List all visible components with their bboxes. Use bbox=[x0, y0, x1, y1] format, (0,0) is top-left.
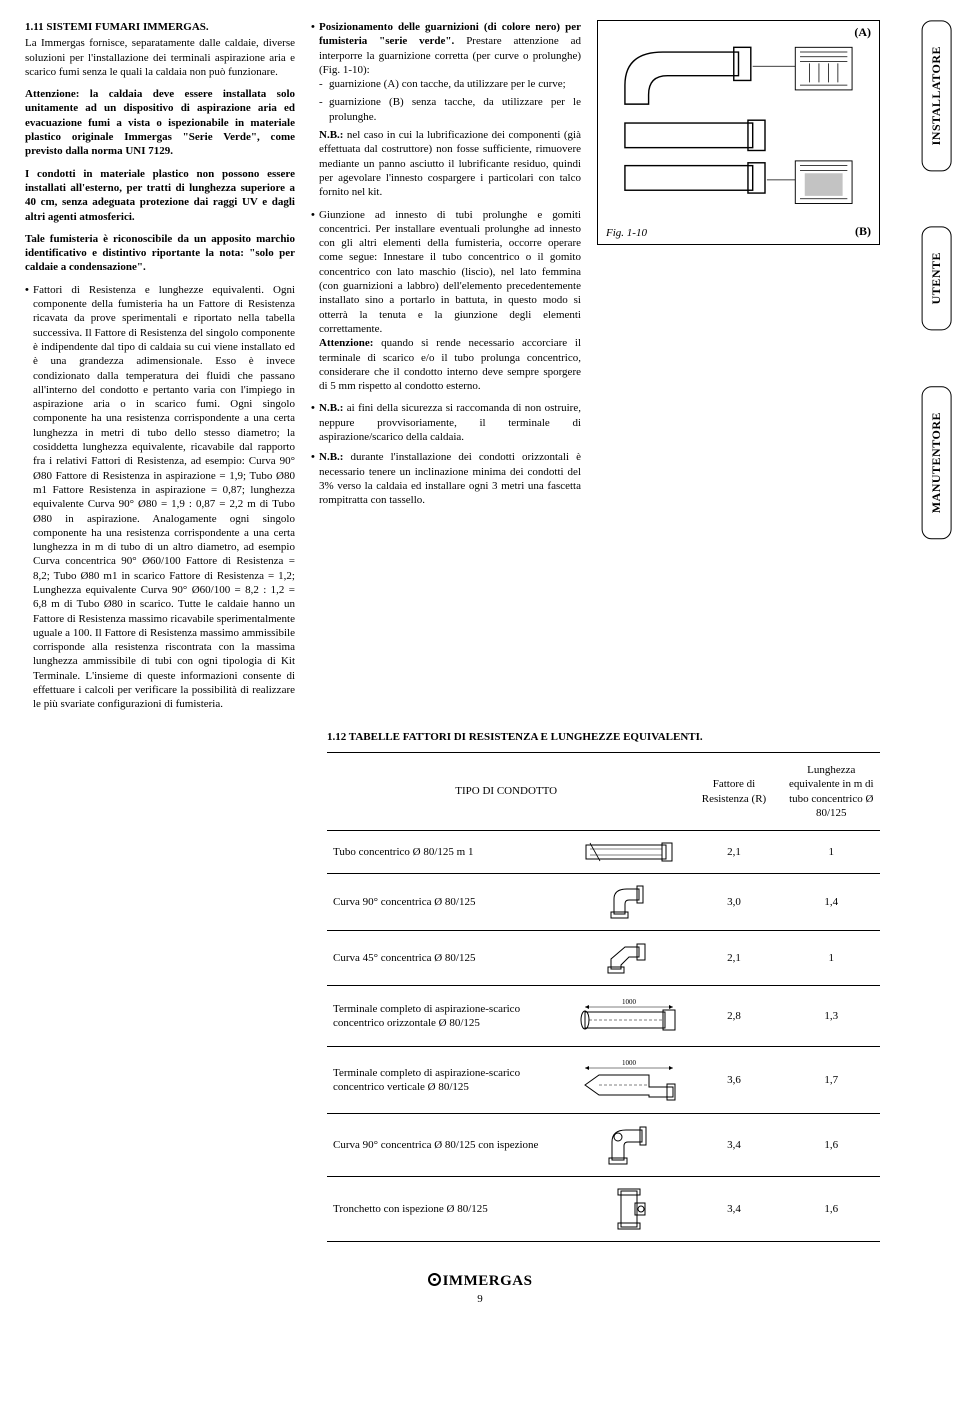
row-l: 1 bbox=[783, 931, 880, 986]
elbow-90-inspection-icon bbox=[606, 1124, 652, 1166]
bullet-fattori-body: Ogni componente della fumisteria ha un F… bbox=[33, 284, 295, 711]
row-l: 1,7 bbox=[783, 1047, 880, 1114]
table-row: Tubo concentrico Ø 80/125 m 1 2,1 1 bbox=[327, 831, 880, 874]
tab-utente: UTENTE bbox=[922, 226, 952, 330]
para-fumisteria: Tale fumisteria è riconoscibile da un ap… bbox=[25, 232, 295, 275]
row-l: 1,4 bbox=[783, 874, 880, 931]
terminal-horizontal-icon: 1000 bbox=[579, 996, 679, 1036]
th-tipo: TIPO DI CONDOTTO bbox=[327, 752, 685, 830]
side-tabs: INSTALLATORE UTENTE MANUTENTORE bbox=[922, 20, 952, 539]
heading-1-11: 1.11 SISTEMI FUMARI IMMERGAS. bbox=[25, 20, 295, 34]
para-condotti: I condotti in materiale plastico non pos… bbox=[25, 167, 295, 224]
row-name: Terminale completo di aspirazione-scaric… bbox=[327, 1047, 573, 1114]
row-name: Tubo concentrico Ø 80/125 m 1 bbox=[327, 831, 573, 874]
bullet-posizionamento: Posizionamento delle guarnizioni (di col… bbox=[311, 20, 581, 200]
att-pre: Attenzione: bbox=[319, 337, 381, 349]
sub-guarnizione-b: guarnizione (B) senza tacche, da utilizz… bbox=[319, 95, 581, 124]
section-1-12: 1.12 TABELLE FATTORI DI RESISTENZA E LUN… bbox=[327, 730, 935, 1242]
row-l: 1 bbox=[783, 831, 880, 874]
bullet-nb2: N.B.: ai fini della sicurezza si raccoma… bbox=[311, 401, 581, 444]
row-name: Curva 45° concentrica Ø 80/125 bbox=[327, 931, 573, 986]
row-name: Terminale completo di aspirazione-scaric… bbox=[327, 986, 573, 1047]
bullet-nb3: N.B.: durante l'installazione dei condot… bbox=[311, 450, 581, 507]
column-right: (A) (B) Fig. 1-10 bbox=[597, 20, 935, 720]
tab-installatore: INSTALLATORE bbox=[922, 20, 952, 171]
para-attenzione-2: Attenzione: quando si rende necessario a… bbox=[319, 336, 581, 393]
row-name: Curva 90° concentrica Ø 80/125 bbox=[327, 874, 573, 931]
para-intro: La Immergas fornisce, separatamente dall… bbox=[25, 36, 295, 79]
nb3-pre: N.B.: bbox=[319, 451, 351, 463]
table-row: Curva 45° concentrica Ø 80/125 2,1 1 bbox=[327, 931, 880, 986]
row-r: 3,4 bbox=[685, 1114, 782, 1177]
tab-manutentore: MANUTENTORE bbox=[922, 386, 952, 539]
sub-guarnizione-a: guarnizione (A) con tacche, da utilizzar… bbox=[319, 77, 581, 91]
elbow-90-icon bbox=[609, 884, 649, 920]
row-l: 1,3 bbox=[783, 986, 880, 1047]
bullet-giunzione: Giunzione ad innesto di tubi prolunghe e… bbox=[311, 208, 581, 394]
nb2-pre: N.B.: bbox=[319, 402, 347, 414]
column-mid: Posizionamento delle guarnizioni (di col… bbox=[311, 20, 581, 720]
bullet-giun-body: Per installare eventuali prolunghe ad in… bbox=[319, 223, 581, 335]
row-r: 2,1 bbox=[685, 831, 782, 874]
table-row: Curva 90° concentrica Ø 80/125 con ispez… bbox=[327, 1114, 880, 1177]
row-icon bbox=[573, 874, 685, 931]
row-icon: 1000 bbox=[573, 986, 685, 1047]
row-icon: 1000 bbox=[573, 1047, 685, 1114]
row-l: 1,6 bbox=[783, 1114, 880, 1177]
row-name: Tronchetto con ispezione Ø 80/125 bbox=[327, 1177, 573, 1242]
nb3-body: durante l'installazione dei condotti ori… bbox=[319, 451, 581, 506]
elbow-45-icon bbox=[607, 941, 651, 975]
figure-label-a: (A) bbox=[854, 25, 871, 41]
th-fattore: Fattore di Resistenza (R) bbox=[685, 752, 782, 830]
row-r: 3,0 bbox=[685, 874, 782, 931]
tronchetto-icon bbox=[611, 1187, 647, 1231]
row-r: 2,1 bbox=[685, 931, 782, 986]
row-r: 3,6 bbox=[685, 1047, 782, 1114]
figure-caption: Fig. 1-10 bbox=[606, 226, 647, 240]
pipe-diagram-icon bbox=[606, 29, 871, 236]
dim-1000: 1000 bbox=[622, 1059, 637, 1067]
resistance-table: TIPO DI CONDOTTO Fattore di Resistenza (… bbox=[327, 752, 880, 1242]
row-icon bbox=[573, 931, 685, 986]
logo-mark-icon bbox=[428, 1273, 441, 1286]
nb1-pre: N.B.: bbox=[319, 129, 347, 141]
figure-1-10: (A) (B) Fig. 1-10 bbox=[597, 20, 880, 245]
page-footer: IMMERGAS 9 bbox=[25, 1272, 935, 1306]
table-row: Terminale completo di aspirazione-scaric… bbox=[327, 986, 880, 1047]
row-r: 2,8 bbox=[685, 986, 782, 1047]
page-number: 9 bbox=[25, 1292, 935, 1306]
row-r: 3,4 bbox=[685, 1177, 782, 1242]
bullet-fattori-pre: Fattori di Resistenza e lunghezze equiva… bbox=[33, 284, 273, 296]
brand-logo: IMMERGAS bbox=[25, 1272, 935, 1292]
para-attenzione-1: Attenzione: la caldaia deve essere insta… bbox=[25, 87, 295, 158]
figure-label-b: (B) bbox=[855, 224, 871, 240]
row-icon bbox=[573, 831, 685, 874]
row-name: Curva 90° concentrica Ø 80/125 con ispez… bbox=[327, 1114, 573, 1177]
column-left: 1.11 SISTEMI FUMARI IMMERGAS. La Immerga… bbox=[25, 20, 295, 720]
brand-text: IMMERGAS bbox=[443, 1273, 533, 1289]
row-icon bbox=[573, 1177, 685, 1242]
tube-icon bbox=[584, 841, 674, 863]
dim-1000: 1000 bbox=[622, 998, 637, 1006]
table-row: Terminale completo di aspirazione-scaric… bbox=[327, 1047, 880, 1114]
nb1-body: nel caso in cui la lubrificazione dei co… bbox=[319, 129, 581, 198]
table-row: Curva 90° concentrica Ø 80/125 3,0 1,4 bbox=[327, 874, 880, 931]
nb2-body: ai fini della sicurezza si raccomanda di… bbox=[319, 402, 581, 443]
th-lunghezza: Lunghezza equivalente in m di tubo conce… bbox=[783, 752, 880, 830]
row-icon bbox=[573, 1114, 685, 1177]
bullet-fattori: Fattori di Resistenza e lunghezze equiva… bbox=[25, 283, 295, 712]
table-row: Tronchetto con ispezione Ø 80/125 3,4 1,… bbox=[327, 1177, 880, 1242]
para-nb1: N.B.: nel caso in cui la lubrificazione … bbox=[319, 128, 581, 199]
heading-1-12: 1.12 TABELLE FATTORI DI RESISTENZA E LUN… bbox=[327, 730, 880, 744]
row-l: 1,6 bbox=[783, 1177, 880, 1242]
terminal-vertical-icon: 1000 bbox=[579, 1057, 679, 1103]
